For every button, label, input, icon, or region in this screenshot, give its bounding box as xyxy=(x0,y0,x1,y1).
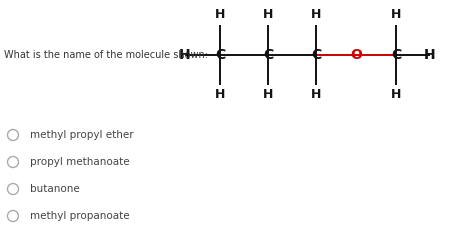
Text: C: C xyxy=(263,48,273,62)
Text: What is the name of the molecule shown:: What is the name of the molecule shown: xyxy=(4,50,208,60)
Text: butanone: butanone xyxy=(30,184,80,194)
Text: H: H xyxy=(391,9,401,21)
Text: H: H xyxy=(391,89,401,101)
Text: methyl propanoate: methyl propanoate xyxy=(30,211,129,221)
Text: C: C xyxy=(311,48,321,62)
Text: H: H xyxy=(179,48,191,62)
Text: H: H xyxy=(424,48,436,62)
Text: H: H xyxy=(215,9,225,21)
Text: H: H xyxy=(263,89,273,101)
Text: C: C xyxy=(391,48,401,62)
Text: H: H xyxy=(311,9,321,21)
Text: H: H xyxy=(263,9,273,21)
Text: C: C xyxy=(215,48,225,62)
Text: O: O xyxy=(350,48,362,62)
Text: H: H xyxy=(215,89,225,101)
Text: propyl methanoate: propyl methanoate xyxy=(30,157,129,167)
Text: methyl propyl ether: methyl propyl ether xyxy=(30,130,134,140)
Text: H: H xyxy=(311,89,321,101)
